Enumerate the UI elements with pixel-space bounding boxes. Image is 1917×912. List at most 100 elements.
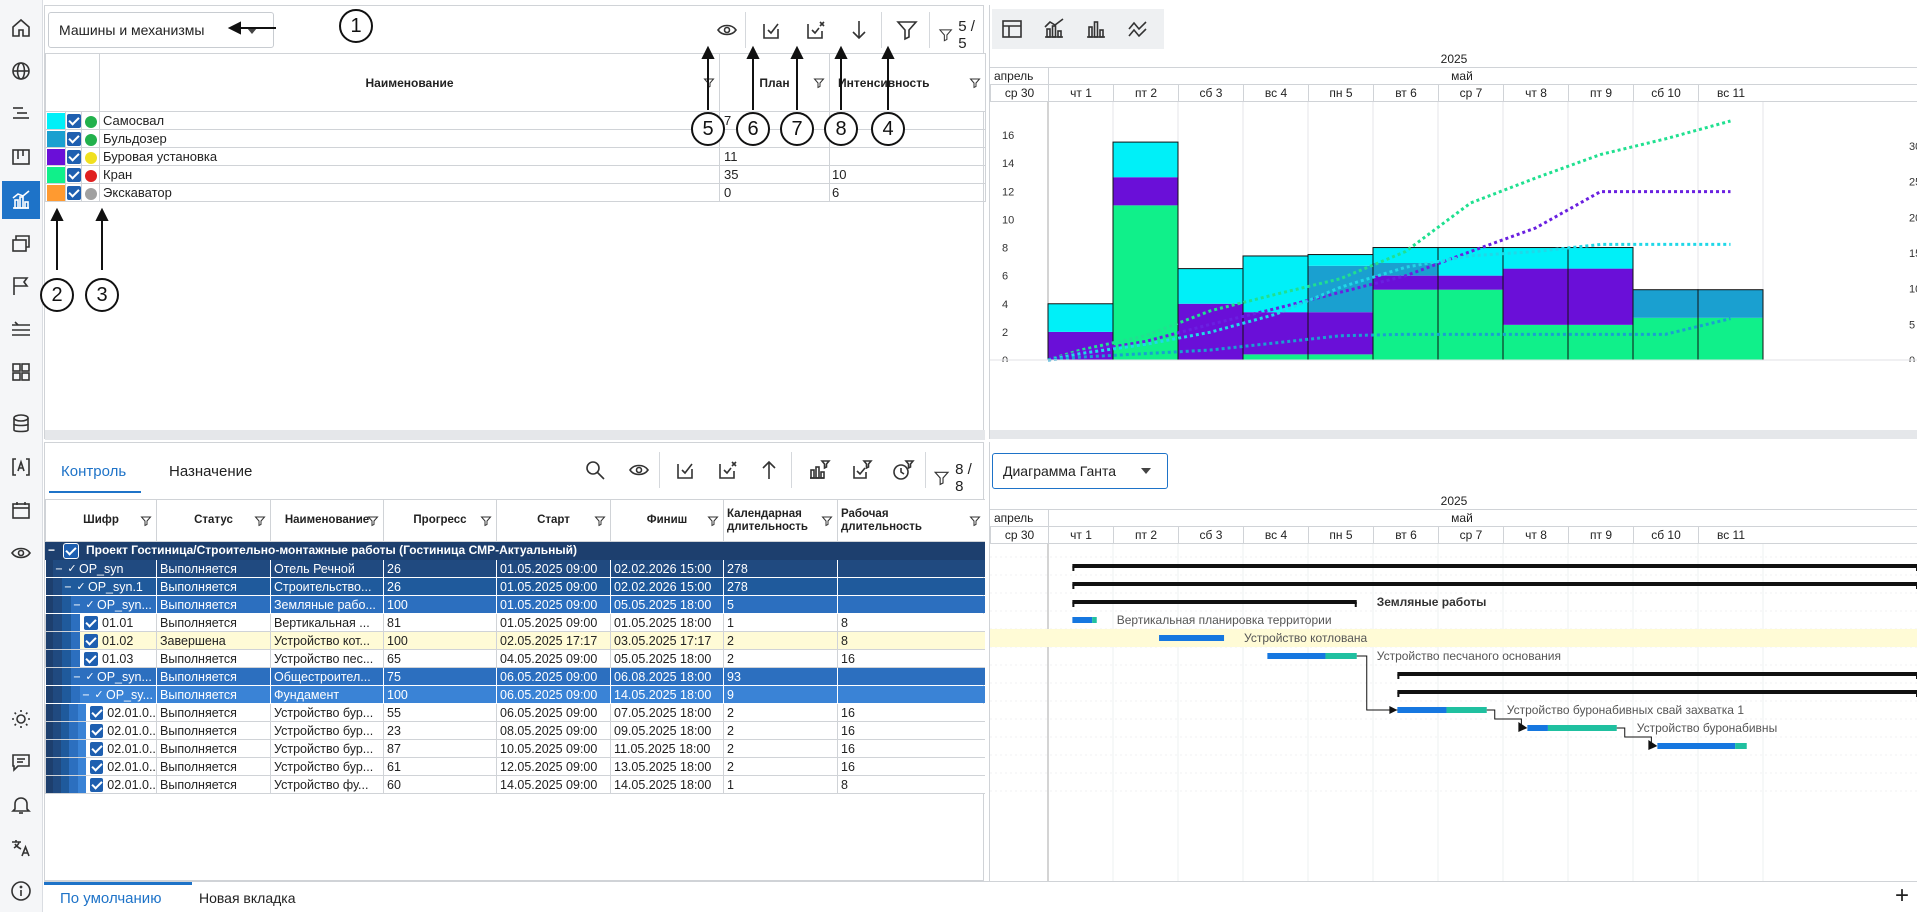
filter-counter[interactable]: 5 / 5: [938, 18, 983, 52]
collapse-icon[interactable]: −: [73, 597, 81, 612]
resource-row[interactable]: Буровая установка 11: [45, 147, 987, 166]
board-icon[interactable]: [2, 138, 40, 176]
column-header[interactable]: Финиш: [610, 499, 724, 542]
tab-default[interactable]: По умолчанию: [60, 890, 162, 907]
eye-icon[interactable]: [2, 534, 40, 572]
filter-icon[interactable]: [367, 515, 379, 527]
work-row[interactable]: 02.01.0... Выполняется Устройство бур... 55…: [45, 703, 985, 722]
work-row[interactable]: 02.01.0... Выполняется Устройство фу... 60 1…: [45, 775, 985, 794]
work-checkbox[interactable]: [90, 723, 104, 738]
work-checkbox[interactable]: [90, 777, 104, 792]
column-header-plan[interactable]: План: [719, 53, 831, 112]
database-icon[interactable]: [2, 405, 40, 443]
work-row[interactable]: 01.03 Выполняется Устройство пес... 65 04.05…: [45, 649, 985, 668]
text-bracket-icon[interactable]: [2, 448, 40, 486]
check-icon[interactable]: ✓: [85, 671, 95, 683]
gantt-view-dropdown[interactable]: Диаграмма Ганта: [992, 453, 1168, 489]
search-icon[interactable]: [577, 452, 613, 488]
resource-color-swatch[interactable]: [46, 148, 65, 165]
column-header[interactable]: Календарная длительность: [723, 499, 838, 542]
sort-up-icon[interactable]: [751, 452, 787, 488]
work-row[interactable]: − ✓ OP_syn... Выполняется Общестроител... 75 0…: [45, 667, 985, 686]
calendar-icon[interactable]: [2, 491, 40, 529]
resource-row[interactable]: Экскаватор 0 6: [45, 183, 987, 202]
deselect-all-icon[interactable]: [797, 12, 833, 48]
column-header[interactable]: Наименование: [270, 499, 384, 542]
check-icon[interactable]: ✓: [94, 689, 104, 701]
filter-counter[interactable]: 8 / 8: [933, 461, 983, 495]
table-view-icon[interactable]: [994, 11, 1030, 47]
column-header-intensity[interactable]: Интенсивность: [829, 53, 987, 112]
work-row[interactable]: 02.01.0... Выполняется Устройство бур... 87…: [45, 739, 985, 758]
collapse-icon[interactable]: −: [82, 687, 90, 702]
tab-assignment[interactable]: Назначение: [169, 463, 253, 480]
collapse-icon[interactable]: −: [48, 543, 56, 558]
filter-icon[interactable]: [480, 515, 492, 527]
work-row[interactable]: 01.02 Завершена Устройство кот... 100 02.05.…: [45, 631, 985, 650]
filter-icon[interactable]: [707, 515, 719, 527]
resource-color-swatch[interactable]: [46, 184, 65, 201]
flag-icon[interactable]: [2, 267, 40, 305]
filter-icon[interactable]: [821, 515, 833, 527]
resource-checkbox[interactable]: [66, 150, 81, 165]
lines-icon[interactable]: [2, 310, 40, 348]
chart-analysis-icon[interactable]: [2, 181, 40, 219]
column-header[interactable]: Прогресс: [383, 499, 497, 542]
resource-type-dropdown[interactable]: Машины и механизмы: [48, 12, 274, 48]
column-header[interactable]: Рабочая длительность: [837, 499, 985, 542]
comment-icon[interactable]: [2, 743, 40, 781]
eye-icon[interactable]: [621, 452, 657, 488]
work-row[interactable]: − ✓ OP_sy... Выполняется Фундамент 100 06.05.2…: [45, 685, 985, 704]
line-chart-icon[interactable]: [1120, 11, 1156, 47]
combo-chart-icon[interactable]: [1036, 11, 1072, 47]
work-checkbox[interactable]: [90, 741, 104, 756]
work-checkbox[interactable]: [84, 633, 98, 648]
home-icon[interactable]: [2, 9, 40, 47]
check-icon[interactable]: ✓: [85, 599, 95, 611]
work-row[interactable]: 02.01.0... Выполняется Устройство бур... 23…: [45, 721, 985, 740]
work-checkbox[interactable]: [63, 542, 79, 559]
resource-checkbox[interactable]: [66, 168, 81, 183]
collapse-icon[interactable]: −: [55, 561, 63, 576]
resource-row[interactable]: Кран 35 10: [45, 165, 987, 184]
select-all-icon[interactable]: [753, 12, 789, 48]
sun-icon[interactable]: [2, 700, 40, 738]
collapse-icon[interactable]: −: [64, 579, 72, 594]
sort-down-icon[interactable]: [841, 12, 877, 48]
check-icon[interactable]: ✓: [76, 581, 86, 593]
work-row[interactable]: − ✓ OP_syn... Выполняется Земляные рабо... 10…: [45, 595, 985, 614]
windows-icon[interactable]: [2, 224, 40, 262]
column-header-name[interactable]: Наименование: [99, 53, 721, 112]
work-checkbox[interactable]: [90, 759, 104, 774]
check-filter-icon[interactable]: [843, 452, 879, 488]
work-row[interactable]: 01.01 Выполняется Вертикальная ... 81 01.05.…: [45, 613, 985, 632]
clock-filter-icon[interactable]: [885, 452, 921, 488]
check-icon[interactable]: ✓: [67, 563, 77, 575]
work-checkbox[interactable]: [84, 615, 98, 630]
filter-icon[interactable]: [594, 515, 606, 527]
resource-row[interactable]: Бульдозер9: [45, 129, 987, 148]
tab-new[interactable]: Новая вкладка: [199, 890, 296, 906]
column-header[interactable]: Статус: [156, 499, 271, 542]
globe-icon[interactable]: [2, 52, 40, 90]
grid-icon[interactable]: [2, 353, 40, 391]
list-tree-icon[interactable]: [2, 95, 40, 133]
work-row[interactable]: − ✓ OP_syn Выполняется Отель Речной 26 01.05.2…: [45, 559, 985, 578]
filter-icon[interactable]: [254, 515, 266, 527]
deselect-all-icon[interactable]: [709, 452, 745, 488]
column-header[interactable]: Шифр: [45, 499, 157, 542]
resource-checkbox[interactable]: [66, 114, 81, 129]
bell-icon[interactable]: [2, 786, 40, 824]
horizontal-scrollbar[interactable]: [45, 430, 985, 440]
work-checkbox[interactable]: [90, 705, 104, 720]
add-tab-button[interactable]: +: [1894, 882, 1909, 909]
eye-icon[interactable]: [709, 12, 745, 48]
info-icon[interactable]: [2, 872, 40, 910]
filter-icon[interactable]: [889, 12, 925, 48]
collapse-icon[interactable]: −: [73, 669, 81, 684]
bar-chart-icon[interactable]: [1078, 11, 1114, 47]
column-header[interactable]: Старт: [496, 499, 611, 542]
translate-icon[interactable]: [2, 829, 40, 867]
work-row[interactable]: 02.01.0... Выполняется Устройство бур... 61…: [45, 757, 985, 776]
work-row[interactable]: − ✓ OP_syn.1 Выполняется Строительство... 26 0…: [45, 577, 985, 596]
